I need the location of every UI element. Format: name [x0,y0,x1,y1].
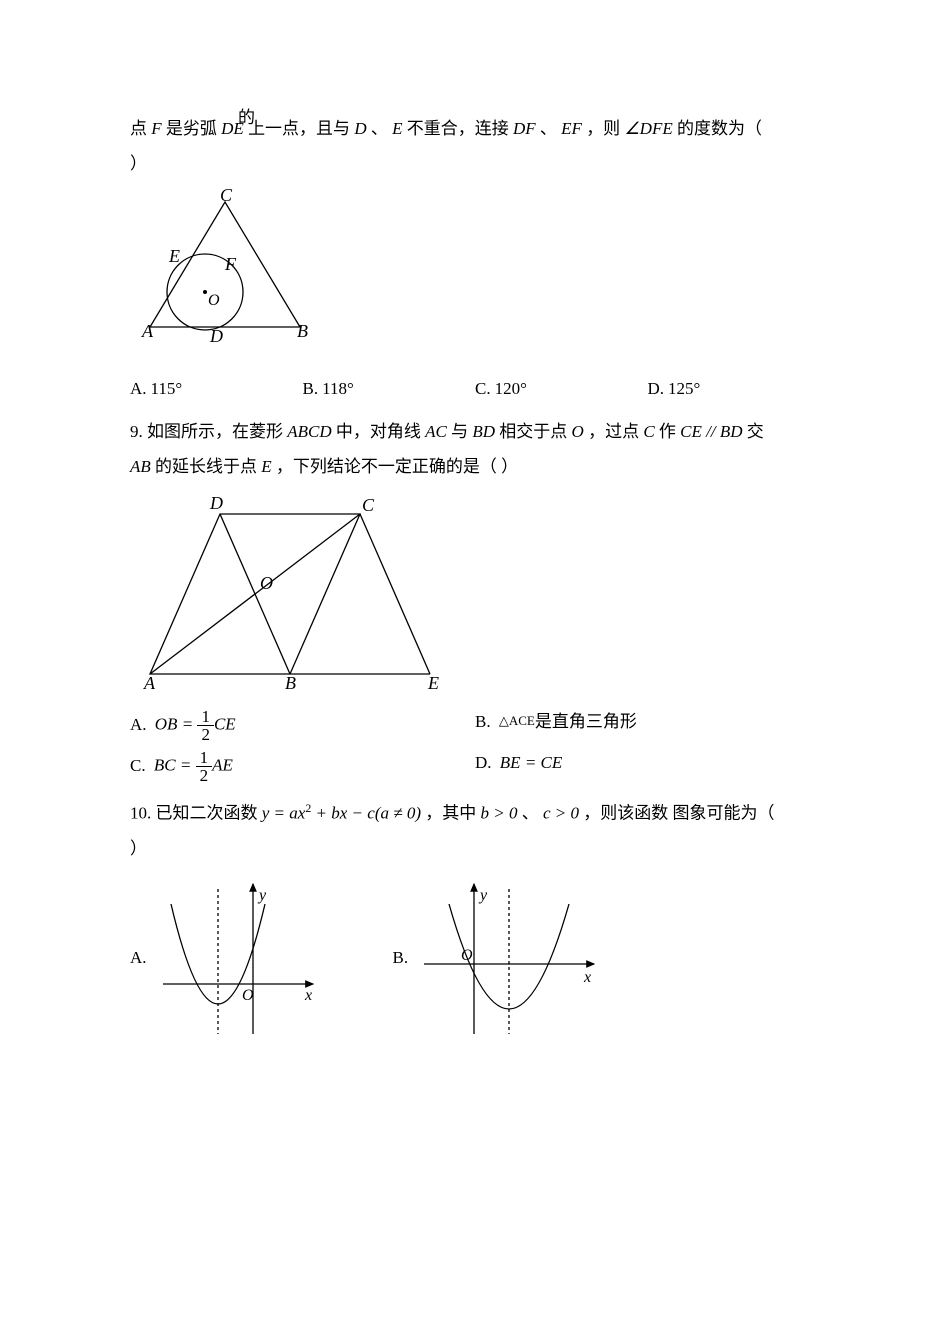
q8-fig-D: D [209,326,223,346]
q8-p4: ，则 [586,119,620,138]
q10-eq2: + bx − c [311,804,375,823]
q10-p1: 已知二次函数 [156,804,258,823]
q10-b: b > 0 [481,804,518,823]
q9-fig-C: C [362,495,375,515]
q9-p6: 作 [659,422,676,441]
q8-DF: DF [513,119,536,138]
q9-O: O [572,422,584,441]
q9-opt-a: A. OB = 12CE [130,708,475,743]
q8-E: E [392,119,402,138]
q9-fig-A: A [143,673,156,693]
q9-stem2: AB 的延长线于点 E ，下列结论不一定正确的是（ ） [130,453,820,482]
q8-p2: 不重合，连接 [407,119,509,138]
q9-BD2: BD [720,422,743,441]
q9-p9: ，下列结论不一定正确的是（ ） [276,457,518,476]
q8-fig-B: B [297,321,308,341]
q10-opt-b: B. y x O [393,874,605,1044]
q10b-y: y [478,887,488,904]
q8-options: A.115° B.118° C.120° D.125° [130,375,820,404]
q8-fig-O: O [208,292,220,309]
q10-c: c > 0 [543,804,579,823]
q9-fig-O: O [260,573,273,593]
q8-opt-d: D.125° [648,375,821,404]
q8-EF: EF [561,119,582,138]
q10b-x: x [583,969,591,986]
q10-close: ） [130,835,820,864]
q9-figure: A B C D E O [130,489,820,694]
q10a-O: O [242,987,254,1004]
q9-fig-D: D [209,493,223,513]
q8-prefix: 点 [130,119,147,138]
q8-stem: 点 F 是劣弧 DE 的 上一点，且与 D 、 E 不重合，连接 DF 、 EF… [130,115,820,144]
q9-E: E [261,457,271,476]
q9-fig-B: B [285,673,296,693]
q10-options: A. y x O B. [130,874,820,1044]
q9-stem: 9. 如图所示，在菱形 ABCD 中，对角线 AC 与 BD 相交于点 O ，过… [130,418,820,447]
q8-p5: 的度数为（ [677,119,762,138]
q9-ABCD: ABCD [287,422,331,441]
q9-C: C [643,422,654,441]
q9-opt-c: C. BC = 12AE [130,749,475,784]
q9-num: 9. [130,422,147,441]
q9-AC: AC [425,422,447,441]
q9-options-2: C. BC = 12AE D. BE = CE [130,749,820,784]
q9-AB: AB [130,457,151,476]
q9-opt-b: B. △ACE是直角三角形 [475,708,820,743]
q8-p1: 是劣弧 [166,119,221,138]
q10a-x: x [304,987,312,1004]
q9-p2: 中，对角线 [336,422,421,441]
q9-p8: 的延长线于点 [155,457,257,476]
q10-opt-a: A. y x O [130,874,323,1044]
q9-BD: BD [472,422,495,441]
q8-p1b: 上一点，且与 [248,119,350,138]
q8-opt-a: A.115° [130,375,303,404]
q10-p2: ，其中 [425,804,476,823]
q8-sep: 、 [371,119,388,138]
q9-p3: 与 [451,422,468,441]
q10-sep: 、 [522,804,539,823]
q9-CE: CE [680,422,702,441]
q8-fig-E: E [168,246,180,266]
q9-fig-E: E [427,673,439,693]
q9-options-1: A. OB = 12CE B. △ACE是直角三角形 [130,708,820,743]
q8-fig-F: F [224,254,237,274]
q10-cond: a ≠ 0 [380,804,415,823]
q8-fig-A: A [141,321,154,341]
q9-p4: 相交于点 [499,422,567,441]
q10-p3: ，则该函数 图象可能为（ [583,804,774,823]
q8-D: D [354,119,366,138]
q8-opt-c: C.120° [475,375,648,404]
q10-stem: 10. 已知二次函数 y = ax2 + bx − c(a ≠ 0) ，其中 b… [130,798,820,829]
q8-fig-C: C [220,187,233,205]
q8-angle: ∠DFE [624,119,672,138]
q10-pr: ) [415,804,421,823]
q9-p7: 交 [747,422,764,441]
q9-p1: 如图所示，在菱形 [147,422,283,441]
q9-p5: ，过点 [588,422,639,441]
q8-overlap: 的 [238,104,255,133]
q8-p3: 、 [540,119,557,138]
q10b-O: O [461,947,473,964]
q9-par: // [706,422,720,441]
q10-num: 10. [130,804,156,823]
q10a-y: y [257,887,267,904]
q8-F: F [151,119,161,138]
q8-close: ） [130,150,820,179]
q10-eq: y = ax [262,804,306,823]
q9-opt-d: D. BE = CE [475,749,820,784]
q8-figure: A B C D E F O [130,187,820,347]
q8-opt-b: B.118° [303,375,476,404]
